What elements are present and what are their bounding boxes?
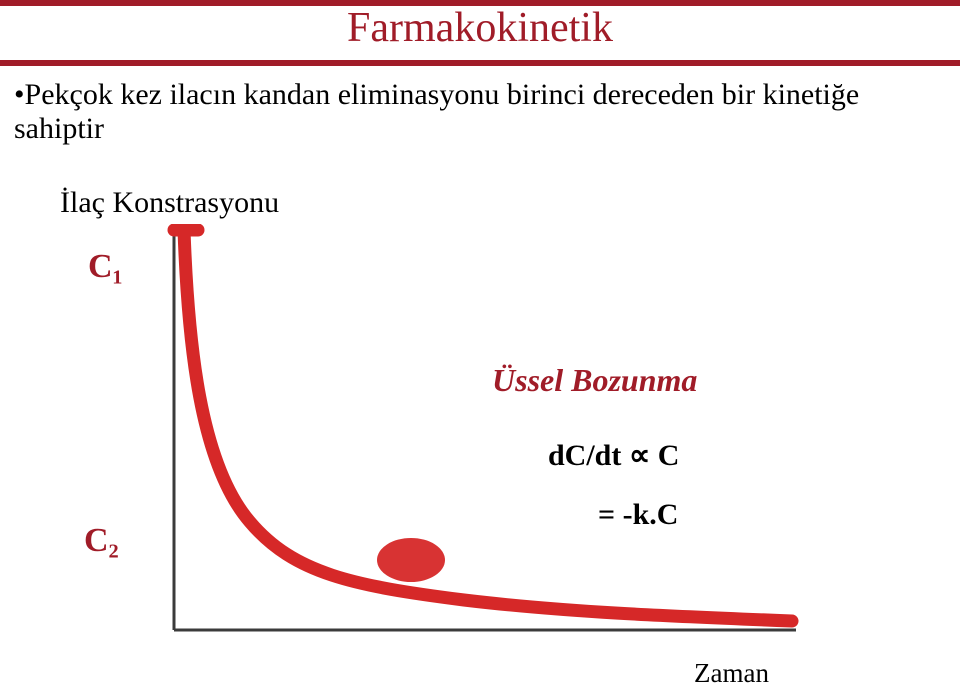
eq1-prefix: dC/dt [548, 439, 629, 472]
c2-label: C₂ [84, 522, 119, 560]
exponential-decay-label: Üssel Bozunma [492, 362, 697, 399]
chart-area [164, 224, 808, 664]
eq1-suffix: C [650, 439, 679, 472]
title-area: Farmakokinetik [0, 0, 960, 66]
curve-marker [377, 538, 445, 582]
page-title: Farmakokinetik [0, 4, 960, 52]
axes [174, 228, 796, 630]
y-axis-label: İlaç Konstrasyonu [60, 186, 279, 220]
equation-1: dC/dt ∝ C [548, 438, 679, 473]
x-axis-label: Zaman [694, 658, 769, 689]
decay-curve [184, 230, 792, 621]
chart-svg [164, 224, 808, 664]
title-stripe-bottom [0, 60, 960, 66]
bullet-text: •Pekçok kez ilacın kandan eliminasyonu b… [14, 78, 934, 146]
equation-2: = -k.C [598, 498, 678, 532]
c1-label: C₁ [88, 248, 123, 286]
proportional-symbol: ∝ [629, 439, 650, 472]
slide-root: { "title": { "text": "Farmakokinetik", "… [0, 0, 960, 699]
